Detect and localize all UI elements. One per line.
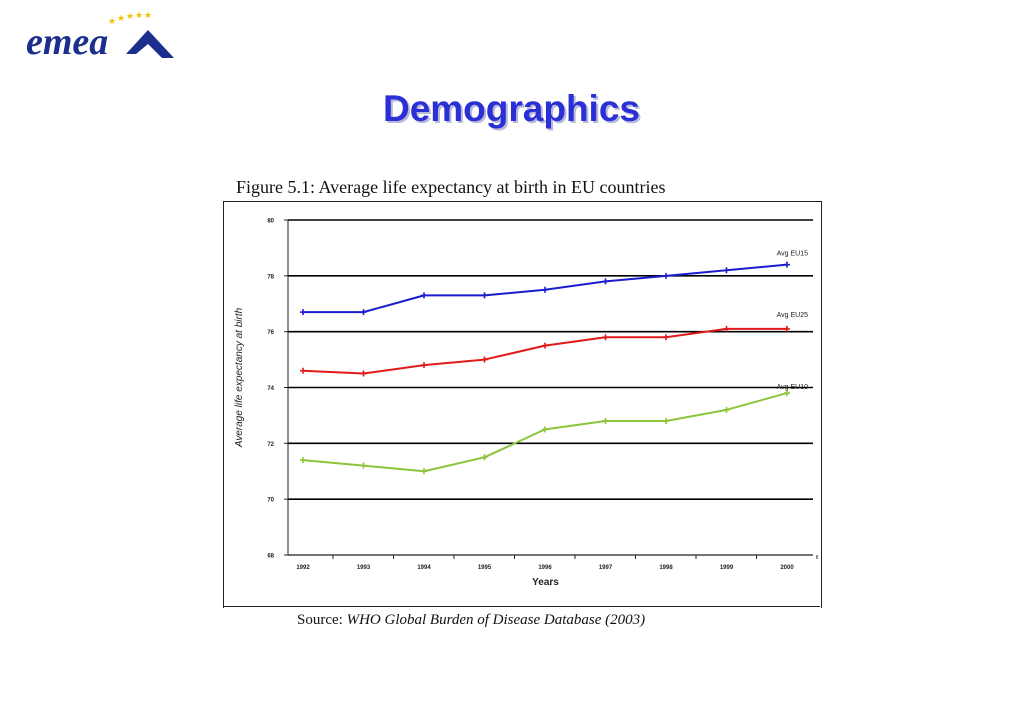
x-tick-label: 1993: [357, 565, 371, 571]
data-point: [421, 362, 427, 369]
figure-frame: [223, 201, 822, 608]
x-tick-label: 1995: [478, 565, 492, 571]
data-point: [542, 426, 548, 433]
data-point: [421, 468, 427, 475]
data-point: [663, 272, 669, 279]
data-point: [602, 278, 609, 285]
emea-logo: ★ ★ ★ ★ ★ emea: [26, 11, 174, 63]
x-tick-label: 1994: [417, 565, 431, 571]
data-point: [481, 356, 488, 363]
logo-swoosh: [126, 30, 174, 58]
y-tick-label: 74: [267, 386, 274, 392]
series-line-avg-eu25: [302, 327, 787, 375]
y-tick-label: 76: [267, 330, 274, 336]
svg-text:★: ★: [117, 14, 125, 24]
data-point: [300, 457, 306, 464]
x-tick-label: 1996: [538, 565, 552, 571]
slide-title: Demographics: [382, 88, 640, 129]
y-tick-label: 72: [267, 442, 274, 448]
figure-caption: Figure 5.1: Average life expectancy at b…: [236, 177, 666, 197]
data-point: [723, 325, 730, 332]
data-point: [602, 334, 609, 341]
y-tick-label: 80: [267, 219, 274, 225]
source-label: Source:: [297, 612, 343, 628]
svg-text:★: ★: [135, 11, 143, 21]
svg-text:★: ★: [126, 12, 134, 22]
svg-text:★: ★: [144, 11, 152, 21]
data-point: [784, 261, 790, 268]
data-point: [542, 286, 548, 293]
data-point: [784, 390, 790, 397]
logo-wordmark: emea: [26, 21, 108, 63]
y-tick-label: 68: [267, 554, 274, 560]
series-label: Avg EU15: [777, 251, 808, 258]
data-point: [481, 454, 488, 461]
data-point: [784, 325, 790, 332]
x-tick-label: 1992: [296, 565, 310, 571]
x-tick-label: 1998: [659, 565, 673, 571]
life-expectancy-chart: 68 70 72 74 76 78 80 1992 1993 1994 1995 1996 1997 19…: [234, 219, 818, 588]
data-point: [360, 309, 367, 316]
series-label: Avg EU10: [777, 384, 808, 391]
data-point: [602, 418, 609, 424]
y-tick-label: 78: [267, 274, 274, 280]
data-point: [360, 462, 367, 469]
data-point: [723, 267, 730, 274]
x-axis-title: Years: [532, 577, 559, 588]
x-tick-label: 2000: [780, 565, 794, 571]
figure-source: Source: WHO Global Burden of Disease Dat…: [297, 612, 797, 629]
figure-frame-bottom: [223, 606, 820, 607]
data-point: [723, 406, 730, 413]
x-tick-label: 1997: [599, 565, 613, 571]
data-point: [542, 342, 548, 349]
data-point: [360, 370, 367, 377]
svg-text:★: ★: [108, 17, 116, 27]
data-point: [300, 367, 306, 374]
data-point: [481, 292, 488, 299]
data-point: [663, 334, 669, 341]
source-text: WHO Global Burden of Disease Database (2…: [346, 612, 646, 628]
x-tick-label: 1999: [720, 565, 734, 571]
data-point: [300, 309, 306, 316]
data-point: [421, 292, 427, 299]
y-tick-label: 70: [267, 498, 274, 504]
data-point: [663, 418, 669, 424]
y-axis-title: Average life expectancy at birth: [234, 307, 245, 448]
eu-stars-icon: ★ ★ ★ ★ ★: [108, 11, 152, 27]
series-label: Avg EU25: [777, 312, 808, 319]
